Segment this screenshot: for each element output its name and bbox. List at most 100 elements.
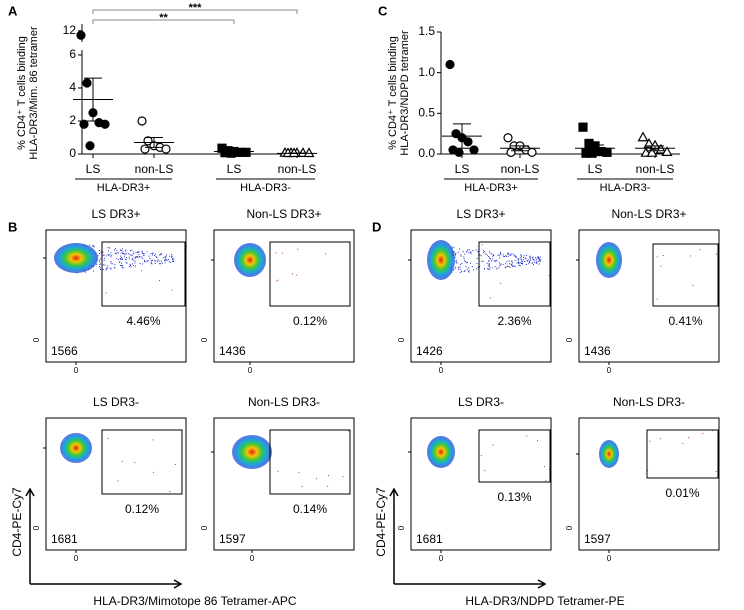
- gate-percent: 2.36%: [497, 314, 531, 328]
- event-dot: [689, 255, 691, 257]
- event-dot: [517, 262, 519, 264]
- significance-label: ***: [189, 2, 203, 14]
- event-dot: [662, 255, 664, 257]
- y-zero-label: 0: [565, 525, 574, 530]
- plot-title: Non-LS DR3-: [248, 395, 320, 409]
- y-zero-label: 0: [32, 337, 41, 342]
- event-dot: [141, 252, 143, 254]
- event-dot: [154, 262, 156, 264]
- event-dot: [160, 253, 162, 255]
- x-zero-label: 0: [439, 554, 444, 563]
- event-dot: [131, 263, 133, 265]
- event-dot: [482, 250, 484, 252]
- event-dot: [471, 266, 473, 268]
- axis-arrow: [25, 487, 183, 589]
- event-dot: [528, 263, 530, 265]
- event-dot: [125, 261, 127, 263]
- event-dot: [511, 260, 513, 262]
- data-point: [578, 122, 588, 132]
- event-dot: [172, 258, 174, 260]
- event-dot: [107, 247, 109, 249]
- event-dot: [147, 259, 149, 261]
- event-dot: [169, 261, 171, 263]
- event-dot: [97, 255, 99, 257]
- event-dot: [503, 255, 505, 257]
- event-dot: [520, 262, 522, 264]
- event-dot: [174, 463, 176, 465]
- event-dot: [692, 284, 694, 286]
- event-dot: [149, 257, 151, 259]
- event-dot: [156, 256, 158, 258]
- event-dot: [137, 256, 139, 258]
- event-dot: [463, 258, 465, 260]
- event-dot: [158, 280, 160, 282]
- event-dot: [102, 254, 104, 256]
- event-dot: [507, 255, 509, 257]
- data-point: [643, 138, 655, 148]
- event-dot: [515, 256, 517, 258]
- data-point: [303, 147, 315, 158]
- panel-letter: B: [8, 219, 17, 234]
- x-axis-label: HLA-DR3/Mimotope 86 Tetramer-APC: [93, 594, 297, 608]
- data-point: [646, 146, 658, 157]
- event-dot: [99, 267, 101, 269]
- event-dot: [165, 258, 167, 260]
- event-dot: [170, 256, 172, 258]
- event-dot: [452, 269, 454, 271]
- event-dot: [497, 254, 499, 256]
- event-dot: [534, 262, 536, 264]
- event-dot: [508, 260, 510, 262]
- event-dot: [98, 259, 100, 261]
- plot-frame: [213, 229, 355, 363]
- event-dot: [505, 266, 507, 268]
- event-dot: [493, 260, 495, 262]
- event-dot: [464, 253, 466, 255]
- event-dot: [98, 266, 100, 268]
- event-dot: [328, 475, 330, 477]
- event-dot: [529, 255, 531, 257]
- event-dot: [495, 259, 497, 261]
- event-count: 1681: [416, 532, 443, 546]
- data-point: [445, 59, 455, 70]
- event-dot: [137, 251, 139, 253]
- event-dot: [520, 259, 522, 261]
- event-dot: [502, 254, 504, 256]
- event-dot: [135, 256, 137, 258]
- x-tick-label: LS: [86, 162, 101, 176]
- y-zero-label: 0: [200, 337, 209, 342]
- event-dot: [508, 254, 510, 256]
- y-zero-label: 0: [397, 525, 406, 530]
- event-dot: [511, 264, 513, 266]
- significance-label: **: [159, 12, 168, 24]
- plot-title: LS DR3-: [93, 395, 139, 409]
- event-dot: [509, 266, 511, 268]
- event-dot: [157, 259, 159, 261]
- event-dot: [164, 256, 166, 258]
- event-dot: [114, 264, 116, 266]
- event-dot: [535, 257, 537, 259]
- event-dot: [489, 258, 491, 260]
- event-dot: [98, 249, 100, 251]
- event-dot: [125, 250, 127, 252]
- event-count: 1597: [584, 532, 611, 546]
- error-bar: [586, 144, 604, 153]
- event-dot: [116, 258, 118, 260]
- y-axis-label: CD4-PE-Cy7: [374, 487, 388, 557]
- event-dot: [124, 254, 126, 256]
- density-blob: [232, 435, 272, 469]
- event-dot: [513, 265, 515, 267]
- event-dot: [510, 263, 512, 265]
- event-dot: [129, 263, 131, 265]
- data-point: [587, 148, 597, 158]
- event-dot: [123, 252, 125, 254]
- event-dot: [160, 254, 162, 256]
- event-dot: [142, 263, 144, 265]
- event-dot: [512, 265, 514, 267]
- event-dot: [99, 263, 101, 265]
- event-dot: [476, 262, 478, 264]
- group-label: HLA-DR3+: [464, 182, 518, 194]
- event-dot: [532, 256, 534, 258]
- event-dot: [529, 262, 531, 264]
- event-dot: [457, 268, 459, 270]
- data-point: [661, 146, 673, 156]
